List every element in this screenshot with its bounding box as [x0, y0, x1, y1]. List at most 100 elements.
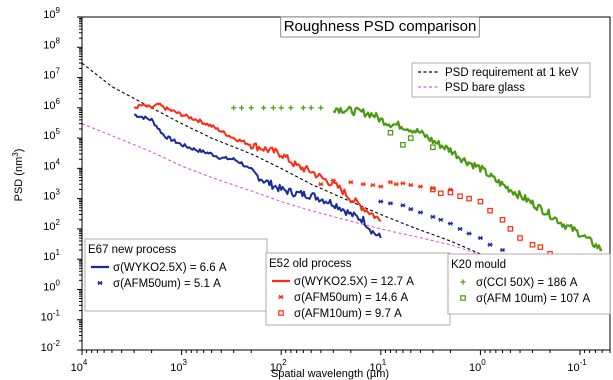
- marker-hash: [407, 135, 414, 141]
- y-tick-exp: 8: [56, 36, 61, 45]
- y-tick-exp: 4: [56, 157, 61, 166]
- data-point: [270, 105, 276, 111]
- legend-swatch: [460, 279, 466, 285]
- legend-group-box: [265, 252, 451, 326]
- marker-asterisk-d2: [318, 181, 324, 187]
- data-point: [400, 181, 406, 186]
- series-psd-requirement: [81, 62, 511, 269]
- y-tick-exp: 2: [56, 218, 61, 227]
- marker-hash: [387, 129, 394, 136]
- y-tick-base: 10: [43, 130, 55, 142]
- x-tick-label: 10-1: [567, 358, 587, 374]
- marker-hash: [430, 186, 436, 193]
- data-point: [387, 201, 394, 206]
- data-point: [318, 105, 324, 111]
- data-point: [278, 105, 284, 111]
- legend-group-entry: σ(CCI 50X) = 186 A: [460, 277, 578, 289]
- y-tick-base: 10: [43, 100, 55, 112]
- y-tick-label: 10-1: [41, 309, 61, 324]
- y-tick-base: 10: [43, 281, 55, 293]
- x-tick-base: 10: [270, 362, 282, 374]
- y-tick-base: 10: [43, 221, 55, 233]
- series-k20-afm10-pts: [387, 129, 436, 151]
- y-tick-base: 10: [41, 342, 53, 354]
- data-point: [507, 226, 514, 232]
- marker-asterisk-d2: [361, 181, 366, 187]
- data-point: [387, 129, 394, 136]
- y-axis-label-text: PSD (nm: [13, 157, 25, 202]
- legend-group-title: K20 mould: [451, 259, 506, 271]
- legend-top-label: PSD bare glass: [445, 82, 525, 94]
- y-tick-label: 105: [43, 127, 60, 142]
- legend-entry-label: σ(AFM50um) = 5.1 A: [113, 278, 221, 290]
- data-point: [430, 214, 436, 220]
- marker-asterisk-d2: [348, 179, 354, 185]
- y-tick-label: 108: [43, 36, 60, 51]
- legend-group-3: K20 mould σ(CCI 50X) = 186 A σ(AFM 10um) =…: [447, 253, 611, 315]
- legend-group-box: [84, 238, 268, 312]
- legend-group-entry: σ(WYKO2.5X) = 6.6 A: [91, 262, 227, 274]
- marker-hash: [477, 198, 484, 205]
- legend-top-entry: PSD bare glass: [418, 82, 525, 94]
- y-tick-base: 10: [43, 160, 55, 172]
- marker-asterisk-d2: [487, 242, 493, 247]
- y-tick-base: 10: [43, 191, 55, 203]
- series-layer: [81, 62, 603, 269]
- marker-hash: [447, 189, 454, 196]
- legend-group-title: E52 old process: [269, 258, 352, 270]
- legend-swatch: [97, 280, 103, 286]
- series-e67-wyko: [133, 113, 382, 239]
- y-tick-base: 10: [43, 70, 55, 82]
- y-axis-label: PSD (nm3): [11, 149, 25, 202]
- y-tick-label: 107: [43, 67, 60, 82]
- data-point: [231, 105, 237, 111]
- marker-asterisk-d2: [378, 199, 384, 204]
- data-point: [261, 105, 267, 111]
- x-tick-label: 102: [270, 358, 287, 374]
- marker-asterisk-d2: [394, 181, 399, 187]
- series-e52-afm50: [318, 178, 454, 192]
- marker-asterisk-d2: [457, 226, 463, 232]
- y-tick-exp: 7: [56, 67, 61, 76]
- marker-asterisk-d2: [378, 184, 384, 189]
- data-point: [457, 193, 463, 200]
- y-tick-exp: 3: [56, 188, 61, 197]
- data-point: [378, 199, 384, 204]
- marker-asterisk-d2: [331, 178, 336, 183]
- data-point: [437, 190, 444, 197]
- series-e67-afm50: [378, 199, 518, 262]
- y-tick-label: 104: [43, 157, 60, 172]
- marker-hash: [487, 207, 493, 214]
- legend-group-2: E52 old process σ(WYKO2.5X) = 12.7 A σ(AFM…: [265, 252, 451, 326]
- data-point: [378, 184, 384, 189]
- series-line: [134, 102, 382, 222]
- marker-hash: [457, 193, 463, 200]
- data-point: [407, 135, 414, 141]
- x-tick-exp: 4: [83, 358, 88, 367]
- legend-group-1: E67 new process σ(WYKO2.5X) = 6.6 A σ(AFM5…: [84, 238, 268, 312]
- marker-hash: [430, 144, 436, 151]
- marker-asterisk-d2: [500, 247, 505, 253]
- marker-asterisk-d2: [430, 214, 436, 220]
- x-tick-label: 101: [369, 358, 386, 374]
- data-point: [487, 207, 493, 214]
- marker-hash: [460, 295, 466, 301]
- data-point: [417, 210, 424, 215]
- y-tick-label: 102: [43, 218, 60, 233]
- marker-asterisk-d2: [388, 179, 393, 185]
- data-point: [499, 247, 506, 253]
- marker-hash: [278, 310, 284, 316]
- data-point: [417, 184, 424, 189]
- x-tick-exp: 1: [382, 358, 387, 367]
- legend-top-box: [411, 62, 591, 98]
- data-point: [477, 235, 484, 241]
- series-k20-afm10: [332, 105, 603, 252]
- data-point: [447, 221, 454, 226]
- marker-asterisk-d2: [448, 221, 453, 226]
- legend-group-entry: σ(AFM50um) = 5.1 A: [97, 278, 221, 290]
- legend-group-entry: σ(AFM50um) = 14.6 A: [278, 292, 408, 304]
- data-point: [447, 189, 454, 196]
- axes-layer: 104 103 102 101 100 10-110-210-11001011021031…: [41, 6, 611, 374]
- legend-entry-label: σ(AFM 10um) = 107 A: [476, 293, 590, 305]
- data-point: [360, 181, 366, 187]
